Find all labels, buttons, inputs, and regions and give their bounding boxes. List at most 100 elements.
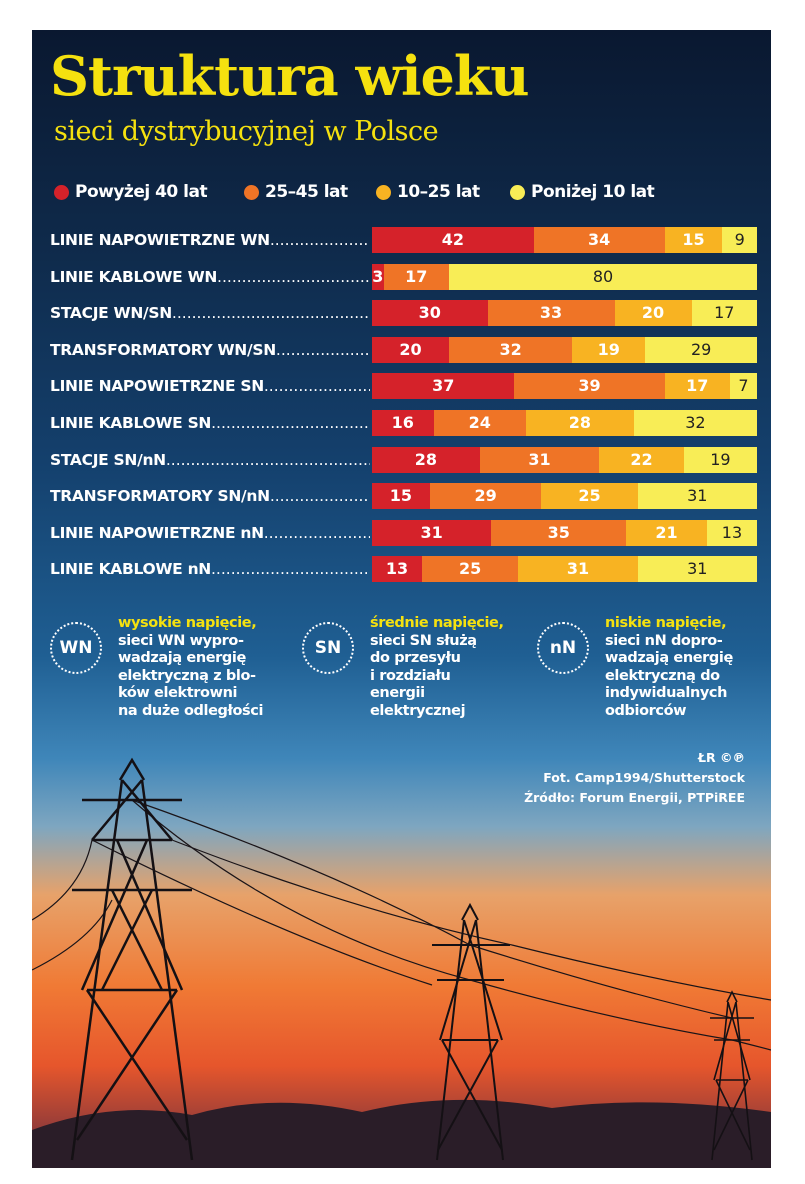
voltage-note: nN niskie napięcie, sieci nN dopro- wadza… [537, 615, 757, 735]
tower-small [710, 990, 754, 1161]
bar-segment: 13 [706, 519, 757, 546]
bar-row: LINIE NAPOWIETRZNE nN ..................… [32, 518, 771, 548]
infographic: Struktura wieku sieci dystrybucyjnej w P… [32, 30, 771, 1168]
category-label: TRANSFORMATORY SN/nN ...................… [50, 487, 370, 506]
bar-row: LINIE KABLOWE WN .......................… [32, 262, 771, 292]
hills-silhouette [32, 1099, 771, 1168]
legend-item-0: Powyżej 40 lat [54, 180, 208, 204]
bar-segment: 32 [449, 336, 573, 363]
legend-swatch [54, 184, 69, 200]
bar-row: LINIE KABLOWE nN .......................… [32, 554, 771, 584]
legend-label: 10–25 lat [397, 182, 480, 202]
chart-subtitle: sieci dystrybucyjnej w Polsce [54, 116, 439, 147]
chart-legend: Powyżej 40 lat 25–45 lat 10–25 lat Poniżej … [54, 180, 754, 204]
bar-segment: 21 [626, 519, 707, 546]
bar-row: LINIE NAPOWIETRZNE WN ..................… [32, 225, 771, 255]
category-label: TRANSFORMATORY WN/SN ...................… [50, 340, 370, 359]
voltage-description: wysokie napięcie, sieci WN wypro- wadzaj… [118, 615, 264, 719]
tower-medium [432, 902, 510, 1161]
credits: ŁR ©℗ Fot. Camp1994/Shutterstock Źródło:… [524, 748, 745, 808]
voltage-name: średnie napięcie, [370, 615, 504, 631]
bar-segment: 42 [372, 227, 534, 253]
bar-segment: 31 [637, 556, 757, 583]
bar-segment: 34 [533, 227, 665, 253]
bar-segment: 31 [372, 519, 492, 546]
tower-large [70, 757, 194, 1161]
voltage-name: niskie napięcie, [605, 615, 727, 631]
stacked-bar: 28 31 22 19 [372, 446, 757, 473]
bar-segment: 15 [372, 483, 430, 510]
legend-label: Poniżej 10 lat [531, 182, 655, 202]
category-label: STACJE SN/nN ...........................… [50, 450, 370, 469]
category-label: LINIE KABLOWE WN .......................… [50, 267, 370, 286]
chart-title: Struktura wieku [50, 44, 530, 108]
stacked-bar: 42 34 15 9 [372, 227, 757, 253]
bar-segment: 20 [372, 336, 449, 363]
power-towers-illustration [32, 757, 771, 1168]
stacked-bar: 16 24 28 32 [372, 410, 757, 436]
voltage-description: niskie napięcie, sieci nN dopro- wadzają… [605, 615, 733, 719]
bar-row: STACJE SN/nN ...........................… [32, 445, 771, 475]
bar-segment: 19 [572, 336, 646, 363]
bar-segment: 35 [491, 519, 627, 546]
bar-segment: 28 [526, 410, 634, 436]
bar-row: STACJE WN/SN ...........................… [32, 298, 771, 328]
bar-segment: 22 [599, 446, 684, 473]
bar-row: LINIE KABLOWE SN .......................… [32, 408, 771, 438]
bar-segment: 80 [449, 263, 757, 290]
bar-segment: 16 [372, 410, 434, 436]
bar-segment: 28 [372, 446, 480, 473]
legend-swatch [510, 184, 525, 200]
category-label: LINIE NAPOWIETRZNE nN ..................… [50, 523, 370, 542]
bar-segment: 31 [637, 483, 757, 510]
category-label: STACJE WN/SN ...........................… [50, 304, 370, 323]
category-label: LINIE KABLOWE SN .......................… [50, 414, 370, 432]
legend-item-2: 10–25 lat [376, 180, 480, 204]
bar-segment: 32 [633, 410, 757, 436]
category-label: LINIE KABLOWE nN .......................… [50, 560, 370, 579]
legend-swatch [376, 184, 391, 200]
voltage-notes: WN wysokie napięcie, sieci WN wypro- wadz… [32, 615, 771, 735]
bar-segment: 20 [614, 300, 692, 327]
voltage-note: WN wysokie napięcie, sieci WN wypro- wadz… [50, 615, 290, 735]
voltage-note: SN średnie napięcie, sieci SN służą do pr… [302, 615, 542, 735]
bar-row: TRANSFORMATORY SN/nN ...................… [32, 481, 771, 511]
bar-segment: 25 [541, 483, 638, 510]
bar-segment: 9 [722, 227, 757, 253]
bar-row: LINIE NAPOWIETRZNE SN ..................… [32, 371, 771, 401]
bar-segment: 37 [372, 373, 515, 400]
bar-segment: 3 [372, 263, 384, 290]
stacked-bar-chart: LINIE NAPOWIETRZNE WN ..................… [32, 225, 771, 595]
legend-swatch [244, 184, 259, 200]
voltage-badge: SN [302, 622, 354, 674]
bar-segment: 13 [372, 556, 423, 583]
legend-label: Powyżej 40 lat [75, 182, 208, 202]
stacked-bar: 3 17 80 [372, 263, 757, 290]
bar-segment: 39 [514, 373, 665, 400]
bar-segment: 7 [730, 373, 757, 400]
stacked-bar: 31 35 21 13 [372, 519, 757, 546]
category-label: LINIE NAPOWIETRZNE WN ..................… [50, 231, 370, 249]
bar-segment: 30 [372, 300, 488, 327]
bar-segment: 33 [487, 300, 615, 327]
voltage-badge: WN [50, 622, 102, 674]
voltage-name: wysokie napięcie, [118, 615, 257, 631]
legend-label: 25–45 lat [265, 182, 348, 202]
legend-item-3: Poniżej 10 lat [510, 180, 655, 204]
stacked-bar: 37 39 17 7 [372, 373, 757, 400]
data-source: Źródło: Forum Energii, PTPiREE [524, 790, 745, 805]
voltage-description: średnie napięcie, sieci SN służą do prze… [370, 615, 504, 719]
bar-segment: 24 [433, 410, 526, 436]
bar-segment: 15 [664, 227, 723, 253]
category-label: LINIE NAPOWIETRZNE SN ..................… [50, 377, 370, 396]
stacked-bar: 15 29 25 31 [372, 483, 757, 510]
bar-segment: 19 [683, 446, 757, 473]
bar-segment: 17 [664, 373, 731, 400]
bar-segment: 17 [383, 263, 449, 290]
legend-item-1: 25–45 lat [244, 180, 348, 204]
voltage-badge: nN [537, 622, 589, 674]
photo-credit: Fot. Camp1994/Shutterstock [543, 770, 745, 785]
bar-segment: 31 [518, 556, 638, 583]
bar-row: TRANSFORMATORY WN/SN ...................… [32, 335, 771, 365]
bar-segment: 29 [645, 336, 757, 363]
